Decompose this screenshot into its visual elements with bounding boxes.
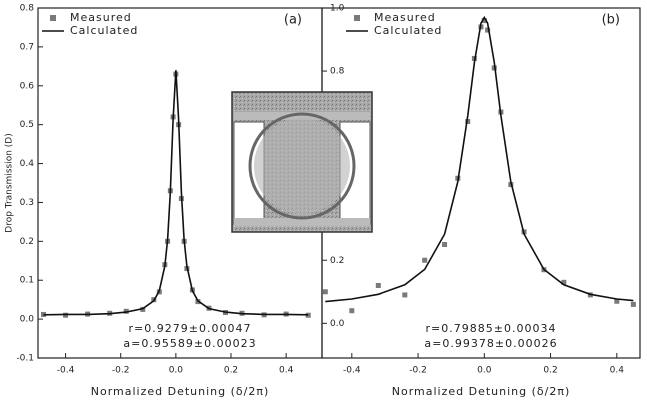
y-tick-label: 0.0 bbox=[20, 315, 35, 325]
y-tick-label: 0.1 bbox=[20, 276, 34, 286]
measured-point bbox=[485, 27, 491, 33]
legend-label: Measured bbox=[70, 11, 132, 24]
legend-label: Measured bbox=[374, 11, 436, 24]
y-tick-label: 0.5 bbox=[20, 120, 34, 130]
y-tick-label: 0.8 bbox=[20, 4, 35, 14]
y-tick-label: 0.7 bbox=[20, 42, 34, 52]
y-tick-label: -0.1 bbox=[16, 354, 34, 364]
x-tick-label: 0.4 bbox=[279, 366, 294, 376]
legend-marker bbox=[354, 15, 360, 21]
fit-annotation: r=0.79885±0.00034 bbox=[426, 322, 557, 335]
x-tick-label: 0.0 bbox=[169, 366, 184, 376]
y-tick-label: 0.0 bbox=[330, 319, 345, 329]
y-tick-label: 0.8 bbox=[330, 67, 345, 77]
legend-label: Calculated bbox=[374, 24, 442, 37]
y-tick-label: 0.4 bbox=[20, 159, 35, 169]
inset-micrograph bbox=[231, 91, 373, 233]
measured-point bbox=[630, 301, 636, 307]
measured-point bbox=[422, 257, 428, 263]
x-tick-label: 0.4 bbox=[610, 366, 625, 376]
legend-marker bbox=[50, 15, 56, 21]
y-tick-label: 0.2 bbox=[330, 256, 344, 266]
x-tick-label: 0.2 bbox=[224, 366, 238, 376]
measured-point bbox=[375, 282, 381, 288]
fit-annotation: r=0.9279±0.00047 bbox=[129, 322, 252, 335]
fit-annotation: a=0.99378±0.00026 bbox=[424, 337, 557, 350]
x-axis-label: Normalized Detuning (δ/2π) bbox=[91, 385, 270, 398]
x-tick-label: -0.2 bbox=[112, 366, 130, 376]
y-tick-label: 1.0 bbox=[330, 4, 345, 14]
y-tick-label: 0.6 bbox=[20, 81, 35, 91]
measured-point bbox=[442, 241, 448, 247]
measured-point bbox=[349, 308, 355, 314]
x-tick-label: -0.4 bbox=[343, 366, 361, 376]
y-tick-label: 0.2 bbox=[20, 237, 34, 247]
plots: -0.1 0.0 0.1 0.2 0.3 0.4 0.5 0.6 0.7 0.8 -0.4 -0.2 0… bbox=[5, 4, 641, 398]
calculated-line bbox=[325, 15, 634, 303]
x-axis-label: Normalized Detuning (δ/2π) bbox=[392, 385, 571, 398]
panel-label: (a) bbox=[284, 13, 302, 28]
measured-point bbox=[63, 312, 69, 318]
measured-point bbox=[561, 279, 567, 285]
y-tick-label: 0.3 bbox=[20, 198, 34, 208]
fit-annotation: a=0.95589±0.00023 bbox=[123, 337, 256, 350]
x-tick-label: -0.2 bbox=[409, 366, 427, 376]
measured-point bbox=[402, 292, 408, 298]
y-axis-label: Drop Transmission (D) bbox=[5, 133, 15, 232]
calculated-line bbox=[43, 70, 309, 316]
measured-point bbox=[614, 298, 620, 304]
panel-label: (b) bbox=[602, 13, 620, 28]
legend-label: Calculated bbox=[70, 24, 138, 37]
measured-point bbox=[322, 289, 328, 295]
x-tick-label: 0.0 bbox=[477, 366, 492, 376]
measured-point bbox=[305, 312, 311, 318]
x-tick-label: 0.2 bbox=[543, 366, 557, 376]
x-tick-label: -0.4 bbox=[57, 366, 75, 376]
measured-point bbox=[481, 18, 487, 24]
measured-point bbox=[465, 119, 471, 125]
